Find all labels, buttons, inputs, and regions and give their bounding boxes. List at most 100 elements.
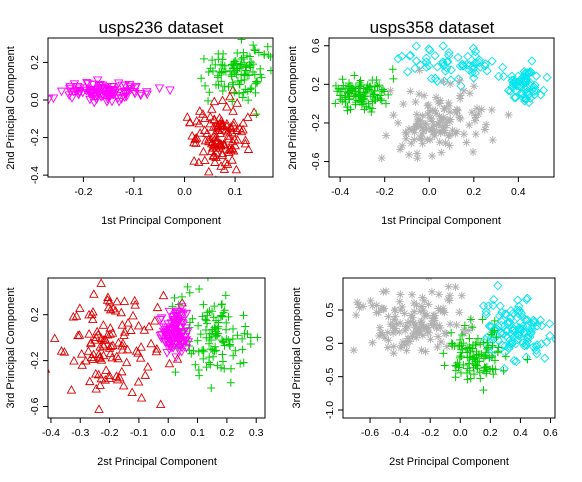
data-point [402,134,411,143]
data-point [376,95,385,104]
data-point [213,361,222,370]
data-point [494,71,504,81]
data-point [345,79,354,88]
data-point [93,369,104,379]
data-point [177,316,187,326]
data-point [199,300,208,309]
data-point [228,64,237,73]
data-point [219,337,228,346]
y-tick-label: -0.2 [29,128,41,146]
data-point [406,87,415,96]
data-point [218,350,227,359]
data-point [397,51,407,61]
data-point [237,76,246,85]
data-point [102,295,113,304]
data-point [218,357,227,366]
data-point [436,323,445,332]
data-point [100,334,111,344]
data-point [521,74,531,84]
data-point [391,312,400,321]
data-point [83,346,94,355]
data-point [68,311,79,321]
data-point [371,95,380,104]
data-point [221,291,230,300]
data-point [98,320,109,329]
data-point [427,287,436,296]
data-point [529,90,540,100]
data-point [462,138,471,147]
x-tick-label: -0.4 [391,427,409,439]
data-point [398,141,407,150]
series-2 [439,315,532,395]
data-point [21,318,29,325]
data-point [511,78,521,88]
data-point [468,73,479,83]
data-point [217,150,228,159]
data-point [452,109,461,118]
data-point [345,94,354,103]
data-point [212,346,221,355]
data-point [202,128,213,137]
data-point [527,56,537,66]
data-point [207,335,216,344]
data-point [434,332,443,341]
data-point [103,292,113,301]
data-point [220,263,228,271]
data-point [205,88,214,97]
series-0 [48,76,175,108]
data-point [461,344,470,353]
y-tick-label: 0.2 [310,77,322,92]
data-point [418,111,427,120]
data-point [520,96,530,106]
y-tick-label: 0.5 [324,303,336,318]
data-point [402,67,413,77]
data-point [389,329,398,338]
data-point [227,155,237,164]
data-point [395,328,404,337]
data-point [228,334,237,343]
series-0 [349,278,477,358]
data-point [233,331,242,340]
data-point [343,88,352,97]
data-point [107,97,117,107]
data-point [432,109,441,118]
data-point [423,327,432,336]
data-point [212,80,221,89]
data-point [103,86,113,96]
data-point [498,71,509,82]
data-point [91,95,102,105]
data-point [88,314,98,324]
data-point [440,329,449,338]
data-point [180,332,191,342]
x-tick-label: 0.0 [453,427,468,439]
data-point [252,110,261,119]
data-point [207,278,209,282]
data-point [338,75,347,84]
data-point [425,45,435,55]
data-point [260,50,269,59]
data-point [142,90,152,100]
data-point [561,71,569,79]
data-point [162,332,172,342]
data-point [363,85,372,94]
y-tick-label: -0.6 [29,397,41,415]
data-point [136,91,146,101]
data-point [493,281,503,291]
x-axis-label: 1st Principal Component [101,215,221,227]
data-point [446,115,455,124]
data-point [128,310,138,320]
points-layer [349,278,555,395]
data-point [331,81,340,90]
data-point [217,148,228,158]
data-point [396,290,405,299]
data-point [412,110,421,119]
data-point [215,140,226,150]
data-point [489,370,498,379]
data-point [127,387,137,396]
data-point [413,149,422,158]
data-point [389,315,398,324]
data-point [123,317,133,327]
data-point [211,60,220,69]
data-point [416,116,425,125]
